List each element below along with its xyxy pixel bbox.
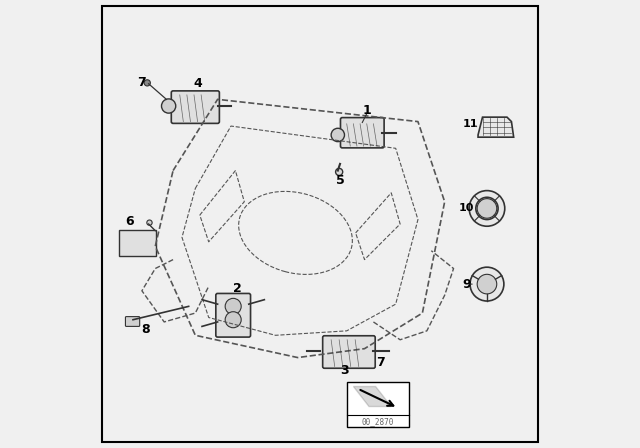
Circle shape [477,274,497,294]
Circle shape [147,220,152,225]
Circle shape [335,168,342,176]
Circle shape [331,128,344,142]
Circle shape [477,198,497,218]
Circle shape [470,267,504,301]
Text: 11: 11 [463,119,478,129]
Text: 00_2870: 00_2870 [362,417,394,426]
Circle shape [144,80,150,86]
Text: 9: 9 [463,278,471,291]
FancyBboxPatch shape [125,317,140,327]
Text: 10: 10 [458,203,474,213]
FancyBboxPatch shape [323,336,375,368]
Text: 2: 2 [233,282,242,295]
Text: 4: 4 [193,77,202,90]
FancyBboxPatch shape [119,230,156,256]
Text: 3: 3 [340,363,349,376]
FancyBboxPatch shape [340,117,384,148]
Circle shape [225,298,241,314]
Bar [347,382,409,426]
Text: 8: 8 [141,323,150,336]
Text: 6: 6 [125,215,134,228]
FancyBboxPatch shape [216,293,250,337]
Polygon shape [478,117,514,137]
Circle shape [161,99,176,113]
Polygon shape [353,387,391,406]
Text: 7: 7 [376,357,385,370]
Text: 1: 1 [362,104,371,117]
Text: 7: 7 [137,76,145,89]
FancyBboxPatch shape [172,91,220,123]
Text: 5: 5 [335,174,344,187]
Circle shape [225,312,241,328]
